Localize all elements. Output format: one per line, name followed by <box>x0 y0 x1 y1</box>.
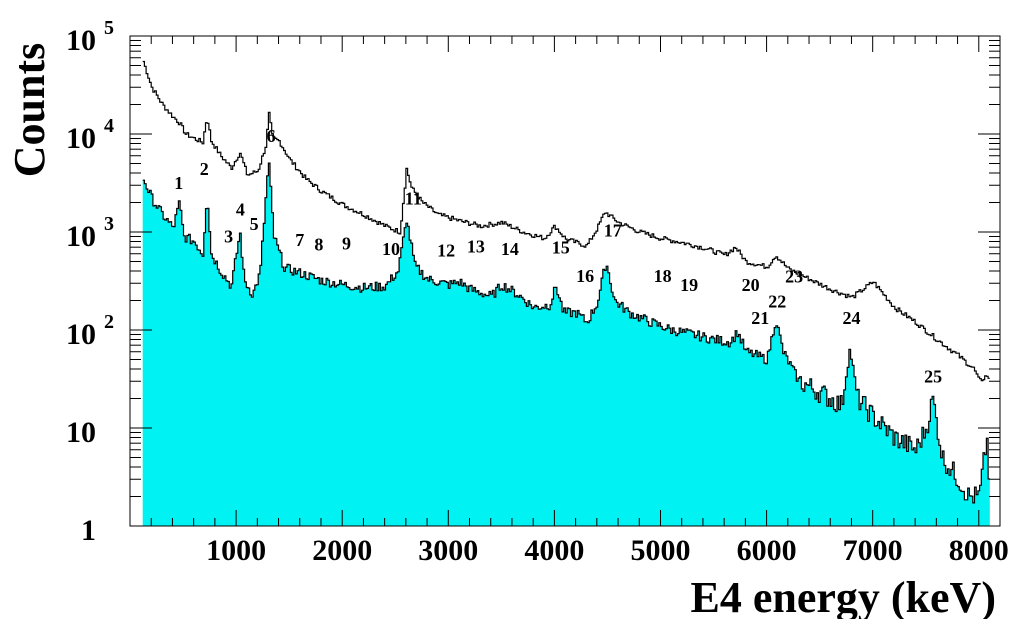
x-tick-label: 2000 <box>312 534 372 567</box>
y-tick-label: 10 <box>66 416 96 449</box>
peak-label: 8 <box>314 234 323 254</box>
peak-label: 16 <box>576 266 594 286</box>
filled-spectrum <box>142 162 990 526</box>
y-tick-label: 10 4 <box>66 115 114 155</box>
y-tick-base: 10 <box>66 122 96 155</box>
y-tick-base: 1 <box>81 514 96 547</box>
filled-histogram-outline <box>142 162 990 504</box>
peak-label: 4 <box>236 199 245 219</box>
peak-label: 21 <box>751 308 769 328</box>
y-tick-base: 10 <box>66 318 96 351</box>
y-tick-exponent: 4 <box>104 115 114 137</box>
x-tick-label: 1000 <box>206 534 266 567</box>
y-tick-exponent: 3 <box>104 213 114 235</box>
x-tick-label: 8000 <box>949 534 1009 567</box>
peak-label: 20 <box>742 275 760 295</box>
x-tick-label: 7000 <box>843 534 903 567</box>
peak-label: 15 <box>552 238 570 258</box>
y-tick-exponent: 5 <box>104 17 114 39</box>
y-tick-label: 10 5 <box>66 17 114 57</box>
x-axis-title: E4 energy (keV) <box>691 573 997 619</box>
peak-label: 1 <box>174 173 183 193</box>
y-tick-base: 10 <box>66 24 96 57</box>
peak-label: 7 <box>295 230 304 250</box>
x-axis-ticks: 1000 2000 3000 4000 5000 6000 7000 8000 <box>129 36 1009 567</box>
x-tick-label: 5000 <box>630 534 690 567</box>
peak-label: 10 <box>382 239 400 259</box>
y-tick-label: 10 2 <box>66 311 114 351</box>
cyan-filled-histogram <box>142 163 990 526</box>
peak-label: 17 <box>604 220 622 240</box>
plot-frame <box>129 35 1001 527</box>
peak-label: 19 <box>680 275 698 295</box>
peak-label: 18 <box>654 266 672 286</box>
peak-label: 2 <box>200 159 209 179</box>
peak-label: 6 <box>267 126 276 146</box>
y-tick-exponent: 2 <box>104 311 114 333</box>
peak-label: 14 <box>501 239 519 259</box>
peak-label: 24 <box>842 308 860 328</box>
y-tick-base: 10 <box>66 220 96 253</box>
peak-label: 11 <box>405 189 422 209</box>
plot-area <box>129 35 1001 527</box>
y-axis-ticks: 1 10 10 2 10 3 10 4 10 5 <box>66 17 1000 547</box>
peak-label: 3 <box>224 227 233 247</box>
y-tick-base: 10 <box>66 416 96 449</box>
peak-label: 5 <box>250 214 259 234</box>
peak-label: 9 <box>342 234 351 254</box>
x-tick-label: 4000 <box>524 534 584 567</box>
peak-label: 12 <box>437 241 455 261</box>
x-tick-label: 6000 <box>737 534 797 567</box>
total-spectrum-line <box>142 60 990 382</box>
y-tick-label: 1 <box>81 514 96 547</box>
x-tick-label: 3000 <box>418 534 478 567</box>
peak-label: 22 <box>768 291 786 311</box>
y-tick-label: 10 3 <box>66 213 114 253</box>
peak-label: 23 <box>785 267 803 287</box>
y-axis-title: Counts <box>5 43 54 178</box>
peak-label: 13 <box>467 236 485 256</box>
peak-label: 25 <box>924 367 942 387</box>
